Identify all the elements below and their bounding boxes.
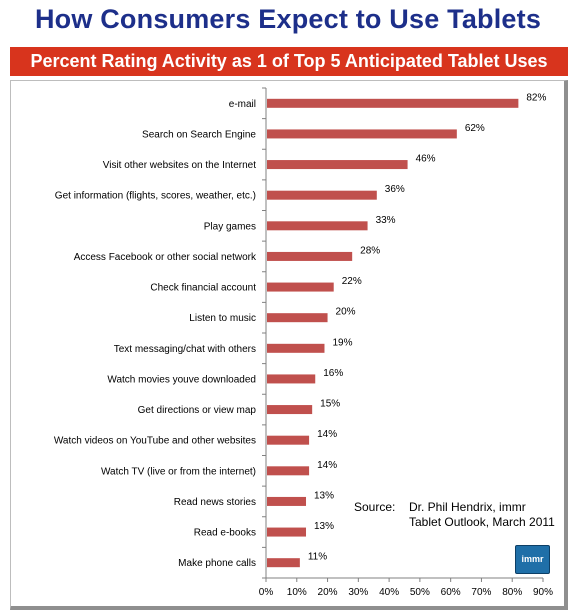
x-tick-label: 0% (259, 587, 274, 598)
value-label: 16% (323, 368, 343, 379)
category-label: Visit other websites on the Internet (103, 160, 256, 171)
category-label: Text messaging/chat with others (114, 344, 256, 355)
value-label: 28% (360, 245, 380, 256)
value-label: 13% (314, 490, 334, 501)
value-label: 14% (317, 460, 337, 471)
bar (267, 251, 353, 261)
bar (267, 527, 307, 537)
x-tick-label: 10% (287, 587, 307, 598)
category-label: Play games (204, 221, 256, 232)
bar (267, 405, 313, 415)
value-label: 82% (526, 92, 546, 103)
bar (267, 343, 325, 353)
bar (267, 160, 408, 170)
value-label: 11% (308, 552, 327, 563)
category-label: Watch videos on YouTube and other websit… (54, 436, 256, 447)
source-note: Source: Dr. Phil Hendrix, immr Tablet Ou… (354, 500, 564, 530)
category-label: Watch movies youve downloaded (107, 374, 256, 385)
x-tick-label: 70% (471, 587, 491, 598)
page-title: How Consumers Expect to Use Tablets (34, 4, 542, 34)
bar (267, 558, 300, 568)
value-label: 19% (332, 337, 352, 348)
bar (267, 129, 457, 139)
value-label: 62% (465, 123, 485, 134)
value-label: 46% (416, 154, 436, 165)
category-label: Read news stories (174, 497, 256, 508)
category-label: Watch TV (live or from the internet) (101, 466, 256, 477)
x-tick-label: 60% (441, 587, 461, 598)
value-label: 36% (385, 184, 405, 195)
source-label: Source: (354, 500, 396, 514)
value-label: 22% (342, 276, 362, 287)
bar (267, 313, 328, 323)
bar (267, 98, 519, 108)
x-tick-label: 20% (318, 587, 338, 598)
x-tick-label: 30% (348, 587, 368, 598)
bar (267, 435, 310, 445)
immr-logo: immr (515, 545, 550, 574)
category-label: Listen to music (189, 313, 256, 324)
bar (267, 496, 307, 506)
category-label: e-mail (229, 99, 256, 110)
x-tick-label: 80% (502, 587, 522, 598)
category-label: Make phone calls (178, 558, 256, 569)
bar (267, 374, 316, 384)
value-label: 20% (336, 307, 356, 318)
chart-subtitle-banner: Percent Rating Activity as 1 of Top 5 An… (10, 47, 568, 76)
value-label: 14% (317, 429, 337, 440)
bar (267, 282, 334, 292)
value-label: 33% (376, 215, 396, 226)
bar (267, 190, 377, 200)
category-label: Get information (flights, scores, weathe… (55, 191, 256, 202)
category-label: Get directions or view map (138, 405, 257, 416)
bar (267, 466, 310, 476)
x-tick-label: 40% (379, 587, 399, 598)
category-label: Access Facebook or other social network (74, 252, 257, 263)
value-label: 15% (320, 399, 340, 410)
category-label: Check financial account (150, 283, 256, 294)
category-label: Read e-books (194, 528, 256, 539)
x-tick-label: 90% (533, 587, 553, 598)
category-label: Search on Search Engine (142, 129, 256, 140)
value-label: 13% (314, 521, 334, 532)
source-line-2: Tablet Outlook, March 2011 (409, 515, 555, 529)
source-line-1: Dr. Phil Hendrix, immr (409, 500, 526, 514)
x-tick-label: 50% (410, 587, 430, 598)
bar (267, 221, 368, 231)
